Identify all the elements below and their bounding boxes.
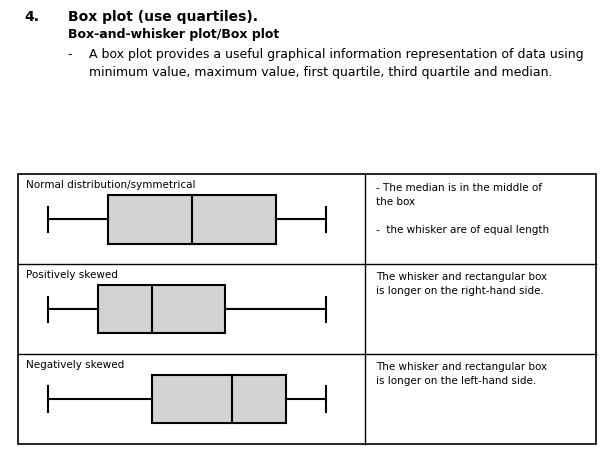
Bar [108,195,276,244]
Text: -: - [68,48,72,61]
Text: The whisker and rectangular box
is longer on the right-hand side.: The whisker and rectangular box is longe… [376,272,548,296]
Text: Negatively skewed: Negatively skewed [26,360,124,370]
Text: Box-and-whisker plot/Box plot: Box-and-whisker plot/Box plot [68,28,279,41]
Text: Box plot (use quartiles).: Box plot (use quartiles). [68,10,257,24]
Bar [18,174,596,444]
Text: - The median is in the middle of
the box

-  the whisker are of equal length: - The median is in the middle of the box… [376,183,550,235]
Text: Positively skewed: Positively skewed [26,270,118,280]
Text: Normal distribution/symmetrical: Normal distribution/symmetrical [26,180,195,190]
Bar [152,375,286,423]
Text: 4.: 4. [25,10,39,24]
Text: The whisker and rectangular box
is longer on the left-hand side.: The whisker and rectangular box is longe… [376,362,548,386]
Bar [98,285,225,333]
Text: A box plot provides a useful graphical information representation of data using
: A box plot provides a useful graphical i… [89,48,584,78]
